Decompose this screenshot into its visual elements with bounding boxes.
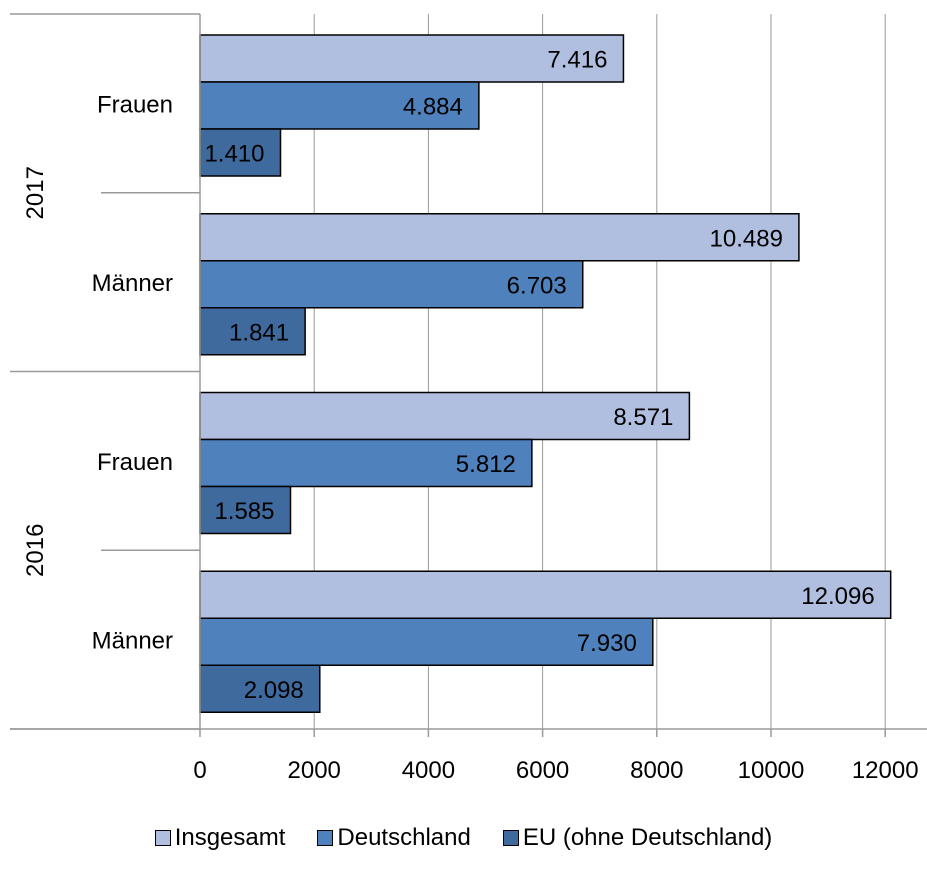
- data-label: 10.489: [710, 225, 783, 252]
- category-label: Männer: [92, 270, 173, 297]
- bar: [199, 391, 691, 441]
- legend: Insgesamt Deutschland EU (ohne Deutschland…: [0, 818, 927, 858]
- legend-swatch: [154, 830, 171, 846]
- legend-label: Deutschland: [337, 824, 471, 851]
- bar: [199, 128, 282, 177]
- bar: [199, 307, 306, 356]
- legend-item: Insgesamt: [154, 824, 286, 852]
- x-tick-label: 10000: [738, 757, 805, 784]
- legend-swatch: [317, 830, 334, 846]
- legend-item: EU (ohne Deutschland): [502, 824, 773, 852]
- legend-label: EU (ohne Deutschland): [522, 824, 773, 851]
- bar: [199, 213, 800, 262]
- legend-label: Insgesamt: [174, 824, 286, 851]
- data-label: 6.703: [507, 272, 567, 299]
- data-label: 1.585: [214, 498, 274, 525]
- x-tick-label: 6000: [516, 757, 569, 784]
- x-tick-label: 4000: [402, 757, 455, 784]
- bar: [199, 485, 292, 535]
- group-label: 2016: [22, 524, 49, 577]
- data-label: 1.410: [204, 141, 264, 168]
- x-tick-label: 0: [193, 757, 206, 784]
- data-label: 8.571: [613, 404, 673, 431]
- bar: [199, 260, 584, 309]
- bar: [199, 438, 533, 488]
- legend-swatch: [502, 830, 519, 846]
- x-tick-label: 12000: [852, 757, 919, 784]
- category-label: Frauen: [97, 91, 173, 118]
- category-label: Männer: [92, 628, 173, 655]
- legend-item: Deutschland: [317, 824, 471, 852]
- x-tick-label: 8000: [630, 757, 683, 784]
- category-label: Frauen: [97, 449, 173, 476]
- bar: [199, 570, 892, 619]
- data-label: 2.098: [244, 677, 304, 704]
- data-label: 7.416: [547, 47, 607, 74]
- x-tick-label: 2000: [288, 757, 341, 784]
- group-label: 2017: [22, 166, 49, 219]
- bars: 7.416 4.884 1.410 10.489 6.703 1.841 8.571 5.81…: [199, 34, 892, 713]
- data-label: 7.930: [577, 630, 637, 657]
- bar: [199, 617, 654, 666]
- category-labels: Frauen Männer Frauen Männer 2017 2016: [22, 91, 173, 654]
- x-tick-labels: 0 2000 4000 6000 8000 10000 12000: [193, 757, 918, 784]
- data-label: 1.841: [229, 319, 289, 346]
- data-label: 12.096: [801, 583, 874, 610]
- data-label: 5.812: [456, 451, 516, 478]
- data-label: 4.884: [403, 94, 463, 121]
- axes: [10, 13, 927, 737]
- bar: [199, 664, 321, 713]
- bar-chart: 7.416 4.884 1.410 10.489 6.703 1.841 8.571 5.81…: [10, 13, 927, 784]
